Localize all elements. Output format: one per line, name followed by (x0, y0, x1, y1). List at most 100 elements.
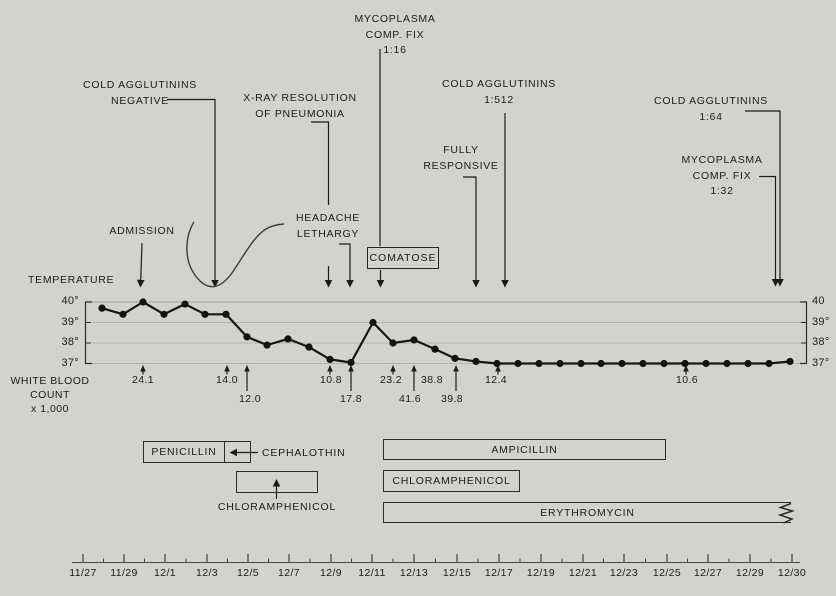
date-label: 12/23 (609, 567, 639, 579)
temperature-point (284, 335, 292, 343)
temperature-point (201, 310, 209, 318)
chloramphenicol-early-label: CHLORAMPHENICOL (217, 501, 337, 513)
wbc-value: 12.4 (484, 374, 508, 386)
annotation-mycoplasma-comp-fix-32: MYCOPLASMA COMP. FIX 1:32 (681, 153, 762, 200)
temperature-point (139, 298, 147, 306)
temperature-point (535, 359, 543, 368)
temperature-point (160, 310, 168, 318)
temperature-point (451, 354, 459, 362)
date-label: 11/27 (69, 567, 97, 579)
temperature-point (577, 359, 585, 368)
xray-resolution-leader-upper (311, 121, 330, 205)
right-axis (800, 301, 808, 365)
chloramphenicol-early-bar (236, 471, 318, 493)
wbc-value: 24.1 (131, 374, 155, 386)
temperature-point (326, 355, 334, 363)
penicillin-bar: PENICILLIN (143, 441, 225, 463)
penicillin-label: PENICILLIN (151, 446, 217, 458)
wbc-tick-marks (140, 365, 689, 391)
temperature-series (98, 298, 794, 368)
date-label: 12/13 (399, 567, 429, 579)
temperature-point (786, 357, 794, 366)
left-tick-38: 38° (61, 336, 79, 348)
date-label: 12/1 (153, 567, 177, 579)
temperature-point (222, 310, 230, 318)
temperature-point (305, 343, 313, 351)
temperature-point (431, 345, 439, 353)
left-axis (84, 301, 92, 365)
date-label: 11/29 (110, 567, 138, 579)
temperature-point (514, 359, 522, 368)
admission-arrow (136, 242, 145, 288)
annotation-mycoplasma-comp-fix-16: MYCOPLASMA COMP. FIX 1:16 (354, 12, 435, 59)
temperature-point (618, 359, 626, 368)
right-axis-ticks (801, 321, 807, 344)
wbc-tick-arrowhead (495, 365, 501, 372)
date-label: 12/5 (236, 567, 260, 579)
annotation-text: COLD AGGLUTININS (442, 78, 556, 90)
temperature-point (493, 359, 501, 368)
annotation-text: LETHARGY (296, 227, 360, 240)
annotation-headache-lethargy: HEADACHE LETHARGY (296, 211, 360, 242)
annotation-cold-agglutinins-512: COLD AGGLUTININS 1:512 (442, 77, 556, 108)
wbc-value: 17.8 (339, 393, 363, 405)
annotation-fully-responsive: FULLY RESPONSIVE (423, 143, 498, 174)
chloramphenicol-late-bar: CHLORAMPHENICOL (383, 470, 520, 492)
annotation-text: RESPONSIVE (423, 159, 499, 172)
right-tick-40: 40 (812, 295, 825, 307)
wbc-tick-arrowhead (411, 365, 417, 372)
right-tick-37: 37° (812, 356, 830, 369)
temperature-curve (101, 300, 791, 365)
temperature-point (639, 359, 647, 368)
date-label: 12/19 (526, 567, 556, 579)
ampicillin-label: AMPICILLIN (491, 443, 558, 456)
temperature-point (765, 359, 773, 368)
date-label: 12/15 (442, 567, 472, 579)
date-label: 12/27 (693, 567, 723, 579)
ampicillin-bar: AMPICILLIN (383, 439, 666, 460)
wbc-tick-arrowhead (453, 365, 459, 372)
wbc-label-line: x 1,000 (31, 403, 69, 415)
date-label: 12/3 (195, 567, 219, 579)
date-label: 12/30 (777, 567, 807, 579)
temperature-point (181, 300, 189, 308)
temperature-point (410, 336, 418, 344)
annotation-cold-agglutinins-negative: COLD AGGLUTININS NEGATIVE (83, 78, 197, 109)
fully-responsive-leader (463, 176, 480, 288)
left-tick-39: 39° (61, 315, 79, 328)
temperature-point (389, 339, 397, 347)
annotation-text: COLD AGGLUTININS (83, 79, 197, 91)
wbc-value: 38.8 (420, 374, 444, 386)
temperature-point (723, 359, 731, 368)
temperature-point (472, 357, 480, 366)
annotation-text: COMATOSE (369, 252, 437, 264)
cold-agglutinins-negative-leader (167, 98, 219, 288)
temperature-point (243, 333, 251, 341)
right-tick-39: 39° (812, 315, 830, 328)
temperature-point (660, 359, 668, 368)
date-label: 12/25 (652, 567, 682, 579)
chloramphenicol-late-label: CHLORAMPHENICOL (392, 475, 511, 487)
hand-drawn-squiggle (186, 221, 285, 288)
annotation-text: COMP. FIX (365, 28, 425, 41)
mycoplasma-32-leader (759, 175, 780, 287)
annotation-text: COLD AGGLUTININS (654, 95, 768, 107)
date-label: 12/9 (319, 567, 343, 579)
erythromycin-continuation-zigzag-icon (777, 502, 796, 524)
wbc-value: 41.6 (398, 393, 422, 405)
wbc-tick-arrowhead (390, 365, 396, 372)
wbc-axis-label: WHITE BLOOD COUNT x 1,000 (10, 374, 89, 416)
annotation-text: 1:512 (484, 93, 514, 106)
annotation-text: FULLY (443, 144, 479, 156)
annotation-text: 1:16 (383, 44, 407, 56)
wbc-tick-arrowhead (244, 365, 250, 372)
wbc-tick-arrowhead (327, 365, 333, 372)
left-tick-37: 37° (61, 356, 79, 369)
annotation-text: MYCOPLASMA (354, 13, 436, 25)
wbc-value: 10.6 (675, 374, 699, 386)
temperature-point (98, 304, 106, 312)
temperature-axis-label: TEMPERATURE (28, 274, 115, 286)
wbc-tick-arrowhead (140, 365, 146, 372)
wbc-value: 23.2 (379, 374, 403, 386)
